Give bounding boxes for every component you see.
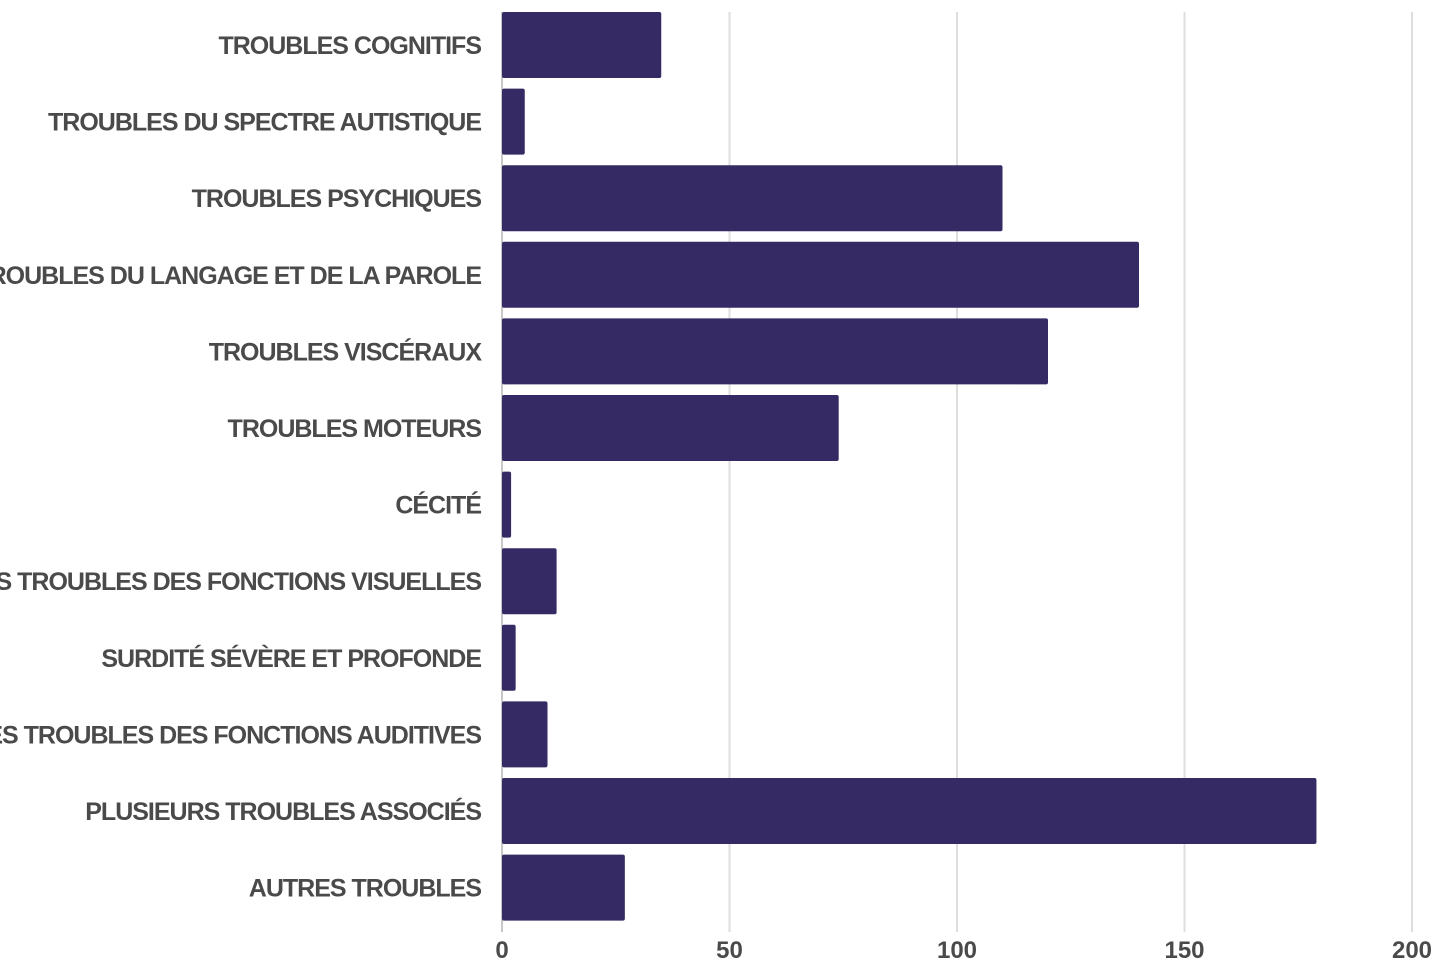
bars (502, 12, 1317, 921)
x-tick-label: 50 (716, 937, 743, 964)
category-label: CÉCITÉ (395, 491, 481, 520)
x-tick-label: 0 (495, 937, 508, 964)
x-tick-label: 100 (937, 937, 977, 964)
x-axis-ticks: 0 50 100 150 200 (495, 937, 1432, 964)
category-label: SURDITÉ SÉVÈRE ET PROFONDE (101, 644, 481, 673)
category-label: AUTRES TROUBLES (249, 875, 482, 903)
category-labels: TROUBLES COGNITIFS TROUBLES DU SPECTRE AU… (0, 32, 483, 903)
bar (502, 165, 1003, 232)
category-label: PLUSIEURS TROUBLES ASSOCIÉS (85, 797, 481, 826)
category-label: TROUBLES COGNITIFS (218, 32, 481, 60)
bar (502, 778, 1317, 844)
bar (502, 88, 525, 155)
x-tick-label: 200 (1392, 937, 1432, 964)
bar (502, 854, 625, 921)
category-label: TROUBLES MOTEURS (228, 415, 482, 443)
bar (502, 624, 516, 691)
x-tick-label: 150 (1164, 937, 1204, 964)
bar (502, 241, 1139, 308)
category-label: TROUBLES VISCÉRAUX (209, 337, 483, 366)
bar (502, 395, 839, 461)
bar (502, 471, 512, 538)
bar (502, 548, 557, 615)
bar (502, 12, 662, 78)
category-label: TROUBLES DU SPECTRE AUTISTIQUE (48, 109, 481, 137)
category-label: AUTRES TROUBLES DES FONCTIONS AUDITIVES (0, 721, 481, 749)
category-label: TROUBLES DU LANGAGE ET DE LA PAROLE (0, 262, 481, 290)
category-label: AUTRES TROUBLES DES FONCTIONS VISUELLES (0, 568, 481, 596)
bar (502, 318, 1048, 385)
category-label: TROUBLES PSYCHIQUES (192, 185, 482, 213)
bar (502, 701, 548, 768)
